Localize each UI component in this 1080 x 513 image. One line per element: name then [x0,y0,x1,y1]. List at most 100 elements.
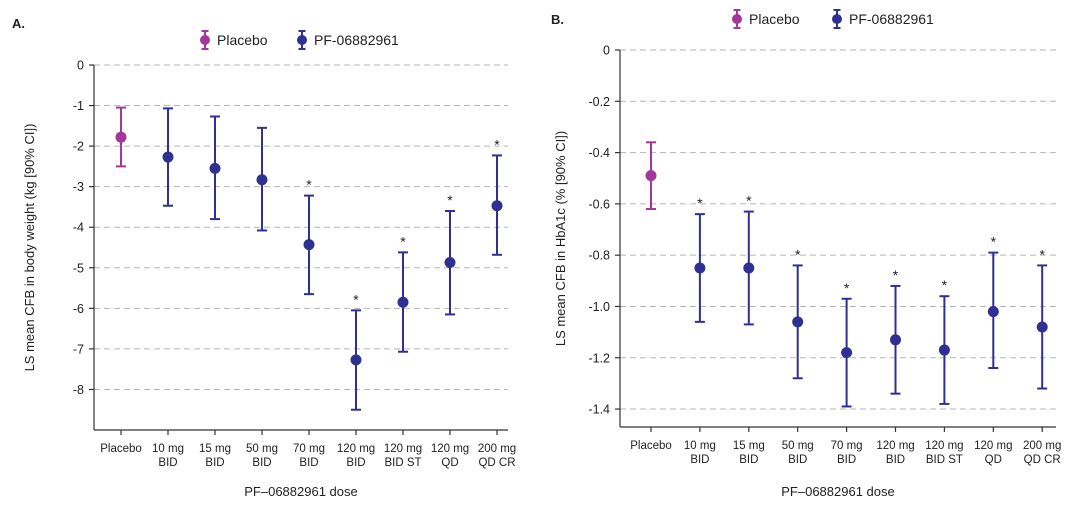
x-tick-label-line1: 120 mg [974,440,1012,452]
y-tick-label: -1 [73,99,84,113]
data-point [987,306,999,318]
x-tick-label: 50 mg BID [246,443,278,469]
x-tick-label-line1: 120 mg [876,440,914,452]
x-tick-label: Placebo [630,440,672,452]
chart-panel-b: B. Placebo PF-06882961 0 -0.2 -0.4 -0.6 -0.8 -1.… [551,9,1061,499]
x-tick-label-line1: Placebo [630,440,672,452]
data-point [841,347,853,359]
x-tick-label-line1: 70 mg [293,443,325,455]
data-point-group [256,126,268,232]
legend: Placebo PF-06882961 [732,9,934,29]
data-point-group: * [694,195,706,323]
legend-label: Placebo [217,32,268,48]
significance-marker: * [746,193,752,209]
legend-marker-icon [297,35,307,45]
x-axis-title: PF–06882961 dose [244,484,357,499]
data-point [792,316,804,328]
legend-item-drug: PF-06882961 [832,9,934,29]
x-tick-label-line2: QD [985,454,1002,466]
data-point-group: * [841,280,853,408]
y-tick-label: -8 [73,383,84,397]
panel-label: B. [551,12,564,27]
x-tick-label: 50 mg BID [782,440,814,466]
y-tick-label: -5 [73,261,84,275]
y-tick-label: -6 [73,302,84,316]
data-point-group: * [491,136,503,256]
x-tick-label: 10 mg BID [684,440,716,466]
x-tick-label: 70 mg BID [293,443,325,469]
x-tick-label-line2: BID [739,454,758,466]
x-tick-label-line2: BID [837,454,856,466]
data-point-group: * [1036,246,1048,390]
data-point-group [645,141,657,211]
significance-marker: * [353,291,359,307]
significance-marker: * [795,246,801,262]
x-tick-label: Placebo [100,443,142,455]
legend-marker-icon [200,35,210,45]
x-tick-label-line1: Placebo [100,443,142,455]
data-point-group [209,115,221,221]
significance-marker: * [447,192,453,208]
x-tick-label: 120 mg QD [431,443,469,469]
y-tick-label: -7 [73,342,84,356]
x-tick-label-line2: BID [252,457,271,469]
x-tick-label-line1: 10 mg [684,440,716,452]
x-tick-label: 200 mg QD CR [1023,440,1061,466]
data-point-group: * [397,233,409,353]
x-tick-label-line1: 120 mg [431,443,469,455]
x-tick-label: 120 mg BID ST [925,440,963,466]
data-point-group: * [743,193,755,326]
y-tick-label: -2 [73,140,84,154]
x-tick-label-line2: QD CR [478,457,515,469]
legend-item-placebo: Placebo [200,30,268,50]
significance-marker: * [400,233,406,249]
x-tick-label-line1: 120 mg [384,443,422,455]
data-point-group: * [444,192,456,316]
y-axis-title: LS mean CFB in body weight (kg [90% CI]) [22,124,37,372]
data-point [397,296,409,308]
x-tick-label: 120 mg BID [876,440,914,466]
x-tick-label-line1: 50 mg [782,440,814,452]
x-tick-label-line2: BID ST [384,457,421,469]
data-point-group [162,107,174,207]
data-point [1036,321,1048,333]
x-tick-label-line2: BID [299,457,318,469]
x-tick-label-line2: BID [886,454,905,466]
significance-marker: * [844,280,850,296]
data-point-group [115,106,127,168]
x-tick-label: 10 mg BID [152,443,184,469]
legend-item-drug: PF-06882961 [297,30,399,50]
data-point-group: * [350,291,362,411]
x-tick-label-line1: 10 mg [152,443,184,455]
y-tick-label: -1.0 [588,300,610,314]
y-tick-label: -0.2 [588,95,610,109]
y-tick-label: -4 [73,221,84,235]
x-tick-label: 200 mg QD CR [478,443,516,469]
data-point [256,174,268,186]
data-point [350,354,362,366]
y-tick-label: 0 [77,59,84,73]
x-tick-label-line1: 200 mg [478,443,516,455]
y-tick-label: -3 [73,180,84,194]
legend-label: PF-06882961 [849,11,934,27]
x-tick-label-line2: BID [205,457,224,469]
data-point [645,170,657,182]
x-tick-label-line1: 120 mg [925,440,963,452]
data-point [938,344,950,356]
significance-marker: * [942,277,948,293]
data-point [115,131,127,143]
significance-marker: * [306,177,312,193]
x-tick-label-line1: 15 mg [733,440,765,452]
x-tick-label: 120 mg QD [974,440,1012,466]
x-tick-label: 15 mg BID [199,443,231,469]
data-point-group: * [792,246,804,380]
x-tick-label-line1: 120 mg [337,443,375,455]
x-tick-label-line2: BID [158,457,177,469]
y-tick-label: -0.6 [588,197,610,211]
legend-marker-icon [832,14,842,24]
x-tick-label-line2: QD [441,457,458,469]
y-tick-label: -1.4 [588,403,610,417]
data-point [743,262,755,274]
data-point [303,239,315,251]
